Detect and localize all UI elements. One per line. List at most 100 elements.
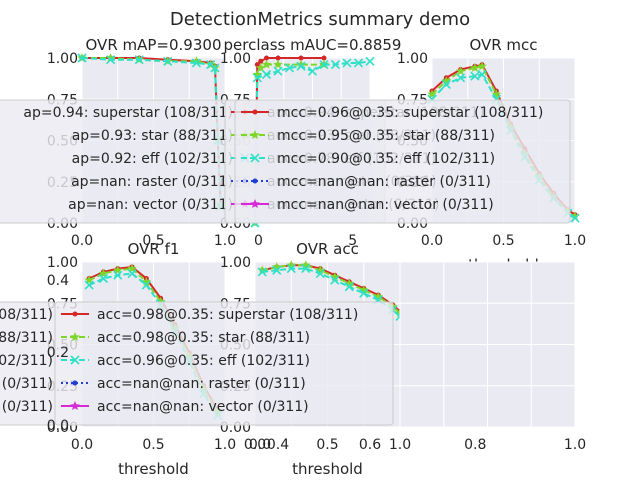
series-eff: [250, 56, 375, 228]
legend-item: ap=0.94: superstar (108/311): [23, 105, 233, 121]
legend-item: acc=nan@nan: raster (0/311): [61, 376, 306, 392]
data-point: [273, 59, 283, 69]
chart-title: OVR mcc: [469, 36, 537, 54]
data-point: [330, 60, 341, 70]
data-point: [272, 262, 282, 271]
data-point: [252, 69, 263, 79]
data-point: [257, 267, 267, 277]
legend-label: acc=0.98@0.35: star (88/311): [97, 330, 310, 346]
legend-item: f1=0.93@0.35: eff (102/311): [0, 353, 53, 369]
legend-label: ap=0.94: superstar (108/311): [23, 105, 233, 121]
data-point: [359, 285, 369, 295]
chart-title: OVR acc: [296, 240, 359, 258]
data-point: [191, 56, 202, 66]
legend-item: ap=0.93: star (88/311): [72, 128, 233, 144]
data-point: [113, 265, 123, 275]
legend-item: acc=0.96@0.35: eff (102/311): [61, 353, 310, 369]
data-point: [163, 56, 173, 66]
data-point: [84, 280, 94, 290]
legend-label: mcc=0.90@0.35: eff (102/311): [277, 151, 495, 167]
legend-item: mcc=0.90@0.35: eff (102/311): [241, 151, 495, 167]
data-point: [359, 288, 369, 298]
data-point: [307, 66, 318, 76]
x-tick-label: 0.5: [316, 437, 338, 453]
legend-box: [54, 301, 394, 426]
overlay-tick-label: 0.0: [249, 437, 271, 453]
data-point: [491, 89, 502, 99]
legend-label: ap=0.93: star (88/311): [72, 128, 233, 144]
data-point: [272, 265, 282, 275]
legend-label: f1=nan@nan: raster (0/311): [0, 376, 53, 392]
data-point: [427, 89, 437, 99]
data-point: [256, 62, 266, 72]
data-point: [315, 268, 325, 279]
legend-label: f1=0.96@0.35: star (88/311): [0, 330, 53, 346]
x-tick-label: 1.0: [214, 437, 236, 453]
legend-item: mcc=nan@nan: raster (0/311): [241, 174, 491, 190]
overlay-tick-label: 0.4: [47, 273, 69, 289]
data-point: [210, 63, 220, 73]
data-point: [296, 61, 306, 71]
data-point: [330, 275, 340, 285]
data-point: [365, 56, 375, 66]
data-point: [301, 260, 311, 270]
data-point: [254, 62, 260, 68]
legend-item: ap=0.92: eff (102/311): [72, 151, 233, 167]
legend-ovr-f1: f1=0.97@0.35: superstar (108/311) f1=0.96…: [0, 301, 56, 426]
legend-label: mcc=nan@nan: vector (0/311): [277, 197, 494, 213]
x-tick-label: 1.0: [564, 233, 586, 249]
x-axis-label: threshold: [292, 460, 363, 478]
chart-title: OVR mAP=0.9300: [86, 36, 222, 54]
data-point: [441, 76, 452, 86]
data-point: [353, 58, 364, 68]
legend-label: f1=0.97@0.35: superstar (108/311): [0, 307, 53, 323]
data-point: [98, 273, 109, 284]
x-tick-label: 0.0: [421, 233, 443, 249]
series-line: [88, 267, 219, 413]
data-point: [127, 263, 137, 273]
y-tick-label: 1.00: [220, 51, 251, 67]
legend-ovr-acc: acc=0.98@0.35: superstar (108/311) acc=0.…: [54, 301, 394, 426]
data-point: [264, 55, 269, 61]
y-tick-label: 1.00: [47, 255, 78, 271]
data-point: [252, 73, 262, 83]
x-tick-label: 1.0: [564, 437, 586, 453]
data-point: [141, 276, 152, 286]
data-point: [127, 268, 137, 279]
chart-title: OVR f1: [128, 240, 180, 258]
data-point: [141, 280, 151, 290]
x-axis-label: threshold: [118, 460, 189, 478]
legend-item: f1=nan@nan: vector (0/311): [0, 399, 53, 415]
legend-box: [234, 99, 571, 224]
data-point: [477, 69, 487, 80]
overlay-tick-label: 0.0: [47, 418, 69, 434]
overlay-tick-label: 0.6: [359, 437, 381, 453]
data-point: [284, 63, 295, 73]
data-point: [261, 59, 272, 69]
legend-item: ap=nan: vector (0/311): [68, 197, 233, 213]
overlay-tick-label: 0.4: [267, 437, 289, 453]
legend-item: acc=0.98@0.35: star (88/311): [61, 330, 310, 346]
legend-item: acc=0.98@0.35: superstar (108/311): [61, 307, 358, 323]
data-point: [155, 296, 166, 306]
data-point: [298, 55, 304, 61]
legend-label: f1=0.93@0.35: eff (102/311): [0, 353, 53, 369]
data-point: [470, 62, 480, 72]
legend-ovr-mcc: mcc=0.96@0.35: superstar (108/311) mcc=0.…: [234, 99, 571, 224]
data-point: [113, 270, 123, 280]
y-tick-label: 1.00: [220, 255, 251, 271]
legend-item: mcc=nan@nan: vector (0/311): [241, 197, 494, 213]
y-tick-label: 1.00: [47, 51, 78, 67]
data-point: [319, 60, 329, 70]
data-point: [301, 264, 311, 274]
legend-item: ap=nan: raster (0/311): [71, 174, 233, 190]
data-point: [84, 275, 94, 285]
legend-label: acc=nan@nan: vector (0/311): [97, 399, 309, 415]
series-line: [88, 272, 219, 416]
y-tick-label: 1.00: [397, 51, 428, 67]
data-point: [470, 71, 480, 81]
x-tick-label: 0.5: [142, 437, 164, 453]
legend-item: f1=nan@nan: raster (0/311): [0, 376, 53, 392]
x-tick-label: 0.5: [492, 233, 514, 249]
overlay-tick-label: 0.2: [47, 345, 69, 361]
